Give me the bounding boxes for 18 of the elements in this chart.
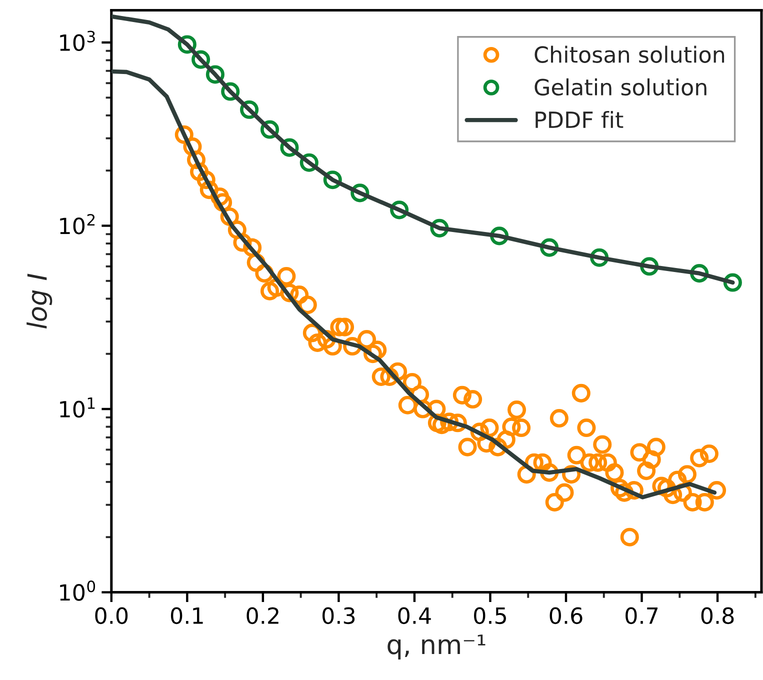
y-tick-label: 10$^{0}$	[60, 580, 96, 601]
y-axis-title: log I	[26, 274, 52, 329]
x-tick-label: 0.6	[550, 607, 582, 624]
x-tick-label: 0.4	[398, 607, 431, 624]
x-tick-label: 0.0	[95, 607, 128, 624]
x-tick-label: 0.7	[626, 607, 658, 624]
x-tick-label: 0.8	[701, 607, 734, 624]
x-tick-label: 0.1	[170, 607, 203, 624]
x-tick-label: 0.2	[246, 607, 278, 624]
legend-label: Chitosan solution	[534, 46, 724, 63]
legend-label: Gelatin solution	[534, 78, 706, 96]
x-tick-label: 0.3	[322, 607, 355, 624]
y-tick-label: 10$^{2}$	[60, 214, 95, 234]
y-tick-label: 10$^{1}$	[60, 397, 95, 418]
y-tick-label: 10$^{3}$	[60, 30, 95, 52]
legend-label: PDDF fit	[536, 110, 624, 128]
x-axis-title: q, nm⁻¹	[388, 634, 486, 660]
x-tick-label: 0.5	[474, 607, 506, 624]
